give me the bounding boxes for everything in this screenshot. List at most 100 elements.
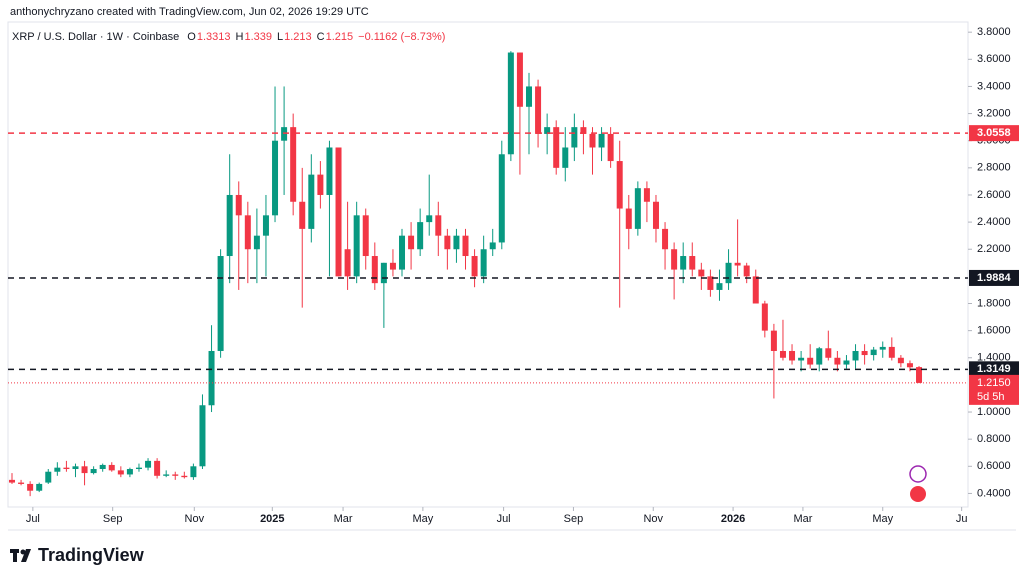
y-tick-label: 3.2000 <box>977 107 1011 119</box>
candle-body <box>308 174 315 229</box>
candle-body <box>163 474 170 476</box>
candle-body <box>553 127 560 168</box>
candle-body <box>117 470 124 475</box>
x-tick-label: Jul <box>497 513 511 525</box>
y-tick-label: 1.6000 <box>977 325 1011 337</box>
level-label-box <box>969 269 1019 286</box>
candle-body <box>244 215 251 250</box>
candle-body <box>235 194 242 216</box>
legend: XRP / U.S. Dollar · 1W · Coinbase O 1.3313… <box>12 31 445 43</box>
candle-body <box>54 467 61 472</box>
candle-body <box>571 127 578 148</box>
candle-body <box>371 256 378 284</box>
candle-body <box>126 469 133 475</box>
candle-body <box>861 350 868 356</box>
logo-text: TradingView <box>38 545 145 565</box>
candle-body <box>435 215 442 236</box>
ohlc-label: C <box>317 31 325 43</box>
candle-body <box>525 86 532 107</box>
candle-body <box>634 188 641 229</box>
candle-body <box>607 133 614 162</box>
candle-body <box>671 249 678 270</box>
candle-body <box>743 265 750 277</box>
candle-body <box>444 235 451 250</box>
event-icon[interactable] <box>909 465 927 483</box>
candle-body <box>489 242 496 250</box>
countdown: 5d 5h <box>977 391 1005 403</box>
candle-body <box>226 194 233 257</box>
candle-body <box>888 346 895 358</box>
candle-body <box>90 469 97 474</box>
candle-body <box>535 86 542 134</box>
candle-body <box>471 256 478 277</box>
candle-body <box>408 235 415 250</box>
candle-body <box>190 466 197 478</box>
change: −0.1162 (−8.73%) <box>358 31 445 43</box>
candle-body <box>544 127 551 134</box>
ohlc-label: O <box>187 31 196 43</box>
y-tick-label: 2.6000 <box>977 189 1011 201</box>
plot-frame <box>7 21 969 508</box>
candle-body <box>480 249 487 277</box>
candle-body <box>154 460 161 476</box>
candle-body <box>290 127 297 202</box>
logo-icon <box>10 549 31 562</box>
candle-body <box>362 215 369 257</box>
candle-body <box>462 235 469 257</box>
ohlc-label: H <box>236 31 244 43</box>
candle-body <box>779 350 786 358</box>
x-tick-label: Jul <box>26 513 40 525</box>
candle-body <box>770 330 777 351</box>
y-tick-label: 3.6000 <box>977 53 1011 65</box>
x-tick-label: Mar <box>334 513 353 525</box>
candle-body <box>344 249 351 277</box>
x-tick-label: Sep <box>103 513 123 525</box>
candle-body <box>208 350 215 406</box>
ohlc-value: 1.215 <box>326 31 354 43</box>
candle-body <box>326 147 333 195</box>
candle-body <box>317 174 324 195</box>
event-icon[interactable] <box>910 486 926 502</box>
attribution: anthonychryzano created with TradingView… <box>10 6 369 18</box>
candle-body <box>725 262 732 284</box>
candle-body <box>870 349 877 356</box>
candle-body <box>27 483 34 491</box>
candle-body <box>36 483 43 491</box>
candle-body <box>662 228 669 250</box>
x-tick-label: 2025 <box>260 513 284 525</box>
candle-body <box>72 466 79 470</box>
candle-body <box>353 215 360 277</box>
candle-body <box>516 52 523 107</box>
x-tick-label: Mar <box>793 513 812 525</box>
candle-body <box>752 276 759 304</box>
y-tick-label: 1.0000 <box>977 406 1011 418</box>
candle-body <box>498 154 505 243</box>
candle-body <box>399 235 406 270</box>
y-tick-label: 2.4000 <box>977 216 1011 228</box>
candle-body <box>99 464 106 470</box>
ohlc-value: 1.3313 <box>197 31 231 43</box>
x-tick-label: Sep <box>564 513 584 525</box>
candle-body <box>589 133 596 148</box>
y-tick-label: 3.4000 <box>977 80 1011 92</box>
candle-body <box>707 276 714 290</box>
candle-body <box>625 208 632 229</box>
candle-body <box>262 215 269 236</box>
candle-body <box>916 367 923 383</box>
y-tick-label: 2.2000 <box>977 243 1011 255</box>
ohlc-label: L <box>277 31 283 43</box>
candle-body <box>689 256 696 270</box>
candle-body <box>63 467 70 470</box>
y-tick-label: 2.8000 <box>977 162 1011 174</box>
candle-body <box>825 348 832 358</box>
candle-body <box>580 127 587 134</box>
y-tick-label: 3.8000 <box>977 26 1011 38</box>
x-tick-label: Ju <box>956 513 968 525</box>
candle-body <box>135 467 142 470</box>
last-price-label: 1.2150 <box>977 377 1011 389</box>
candle-body <box>562 147 569 168</box>
candle-body <box>417 222 424 250</box>
candle-body <box>734 262 741 266</box>
candle-body <box>272 140 279 216</box>
